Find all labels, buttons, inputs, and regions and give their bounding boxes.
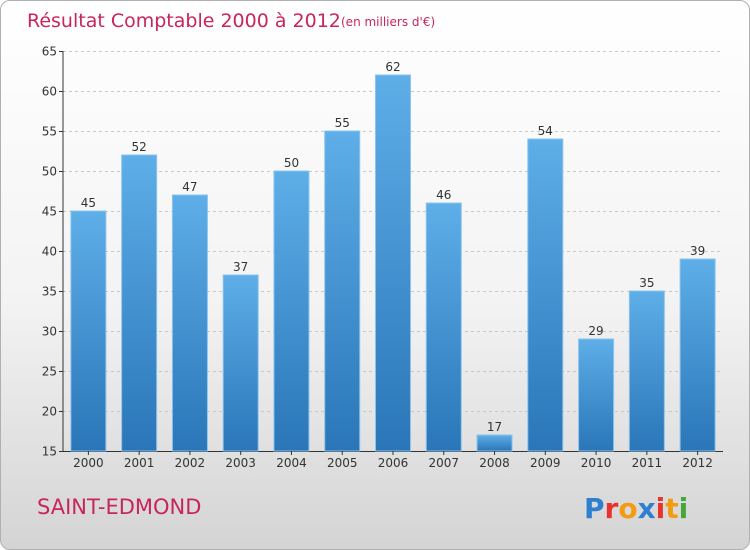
y-tick-label: 20	[42, 405, 57, 419]
bar-2010	[578, 338, 615, 452]
bar-value-label: 54	[538, 124, 553, 138]
bar-2003	[222, 274, 259, 452]
x-tick-label: 2009	[530, 456, 561, 470]
x-tick-label: 2005	[327, 456, 358, 470]
bar-value-label: 37	[233, 260, 248, 274]
bar-value-label: 45	[81, 196, 96, 210]
bar-2002	[171, 194, 208, 452]
bar-value-label: 52	[132, 140, 147, 154]
bar-value-label: 35	[639, 276, 654, 290]
proxiti-logo: Proxiti	[584, 492, 688, 525]
logo-letter: x	[638, 492, 656, 525]
logo-letter: t	[665, 492, 678, 525]
logo-letter: o	[618, 492, 637, 525]
x-axis-ticks: 2000 2001 2002 2003 2004 2005 2006 2007 2008 2009…	[73, 451, 713, 470]
bar-2000	[70, 210, 107, 452]
bar-2008	[476, 434, 513, 452]
bar-2009	[527, 138, 564, 452]
logo-letter: i	[656, 492, 666, 525]
bars: 45 52 47 37 50 55 62 46 17 54 29 35 39	[70, 60, 716, 452]
logo-letter: P	[584, 492, 605, 525]
y-tick-label: 30	[42, 325, 57, 339]
y-axis-ticks: 15 20 25 30 35 40 45 50 55 60 65	[42, 45, 63, 459]
x-tick-label: 2003	[225, 456, 256, 470]
logo-letter: r	[605, 492, 619, 525]
x-tick-label: 2000	[73, 456, 104, 470]
logo-letter: i	[679, 492, 689, 525]
bar-value-label: 55	[335, 116, 350, 130]
x-tick-label: 2004	[276, 456, 307, 470]
bar-2001	[121, 154, 158, 452]
bar-2005	[324, 130, 361, 452]
x-tick-label: 2010	[581, 456, 612, 470]
commune-name: SAINT-EDMOND	[37, 495, 201, 519]
bar-value-label: 47	[182, 180, 197, 194]
y-tick-label: 35	[42, 285, 57, 299]
x-tick-label: 2008	[479, 456, 510, 470]
x-tick-label: 2011	[632, 456, 663, 470]
chart-subtitle: (en milliers d'€)	[341, 15, 435, 29]
bar-2004	[273, 170, 310, 452]
x-tick-label: 2007	[428, 456, 459, 470]
bar-value-label: 50	[284, 156, 299, 170]
x-tick-label: 2002	[175, 456, 206, 470]
bar-value-label: 17	[487, 420, 502, 434]
x-tick-label: 2006	[378, 456, 409, 470]
bar-2006	[375, 74, 411, 452]
y-tick-label: 50	[42, 165, 57, 179]
y-tick-label: 25	[42, 365, 57, 379]
y-tick-label: 65	[42, 45, 57, 59]
y-tick-label: 55	[42, 125, 57, 139]
y-tick-label: 45	[42, 205, 57, 219]
x-tick-label: 2012	[682, 456, 713, 470]
bar-value-label: 29	[588, 324, 603, 338]
bar-value-label: 39	[690, 244, 705, 258]
bar-value-label: 62	[385, 60, 400, 74]
x-tick-label: 2001	[124, 456, 155, 470]
bar-2012	[679, 258, 716, 452]
chart-title: Résultat Comptable 2000 à 2012	[27, 10, 341, 32]
y-tick-label: 60	[42, 85, 57, 99]
y-tick-label: 40	[42, 245, 57, 259]
y-tick-label: 15	[42, 445, 57, 459]
bar-2007	[425, 202, 462, 452]
bar-2011	[628, 290, 665, 452]
bar-value-label: 46	[436, 188, 451, 202]
